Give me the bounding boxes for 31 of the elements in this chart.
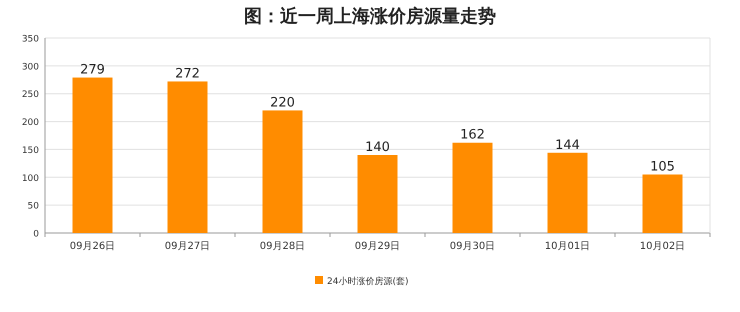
- y-tick-label: 50: [28, 202, 40, 212]
- x-tick-label: 09月30日: [450, 241, 496, 252]
- data-label: 220: [270, 95, 295, 110]
- x-tick-label: 09月29日: [354, 241, 400, 252]
- bar: [642, 174, 682, 233]
- bar: [262, 110, 302, 233]
- data-label: 105: [650, 160, 675, 174]
- data-label: 144: [555, 138, 580, 153]
- x-tick-label: 10月02日: [640, 241, 686, 252]
- bar: [168, 81, 208, 233]
- legend-label: 24小时涨价房源(套): [327, 276, 408, 287]
- y-tick-label: 100: [22, 174, 40, 184]
- y-tick-label: 200: [22, 118, 40, 128]
- chart-title: 图：近一周上海涨价房源量走势: [244, 6, 496, 27]
- bar: [358, 155, 398, 233]
- x-tick-label: 09月26日: [70, 241, 116, 252]
- y-tick-label: 350: [22, 34, 40, 44]
- bar: [72, 78, 112, 233]
- y-tick-label: 150: [22, 146, 40, 156]
- y-tick-label: 250: [22, 90, 40, 100]
- bar: [452, 142, 492, 233]
- data-label: 162: [460, 128, 485, 143]
- x-tick-label: 09月27日: [164, 241, 210, 252]
- y-tick-label: 0: [33, 230, 40, 240]
- data-label: 272: [175, 66, 200, 82]
- bar: [548, 152, 588, 233]
- y-tick-label: 300: [22, 62, 40, 72]
- x-tick-label: 09月28日: [260, 241, 306, 252]
- x-tick-label: 10月01日: [544, 241, 590, 252]
- data-label: 279: [80, 62, 105, 78]
- data-label: 140: [365, 140, 390, 155]
